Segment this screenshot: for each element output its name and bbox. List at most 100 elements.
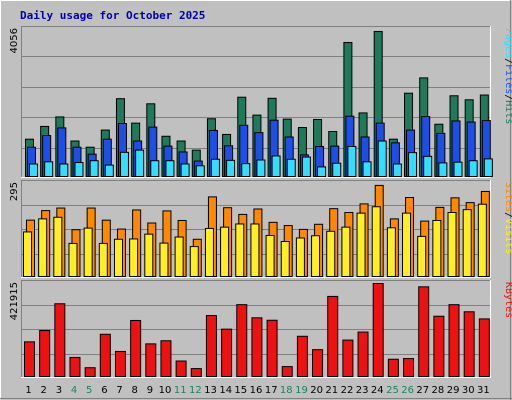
bar-pages xyxy=(347,145,357,178)
bar-pages xyxy=(119,151,129,177)
legend: Pages/Files/Hits xyxy=(503,28,512,124)
bar-pages xyxy=(271,155,281,178)
max-value-label: 4056 xyxy=(9,28,20,53)
bar-kbytes xyxy=(418,286,430,377)
bar-pages xyxy=(89,160,99,178)
bar-kbytes xyxy=(205,315,217,377)
panel-pages-files-hits: 4056 Pages/Files/Hits xyxy=(9,26,512,178)
bar-kbytes xyxy=(342,339,354,377)
x-tick-label: 19 xyxy=(295,385,308,396)
bar-kbytes xyxy=(221,328,233,378)
x-tick-label: 28 xyxy=(432,385,445,396)
legend: Sites/Visits xyxy=(503,182,512,254)
legend-separator: / xyxy=(503,94,512,100)
bar-pages xyxy=(453,161,463,178)
bar-kbytes xyxy=(448,304,460,377)
x-tick-label: 22 xyxy=(341,385,354,396)
bar-kbytes xyxy=(251,317,263,377)
panel-sites-visits: 295 Sites/Visits xyxy=(9,180,512,278)
chart-title: Daily usage for October 2025 xyxy=(20,9,205,22)
x-tick-label: 24 xyxy=(371,385,384,396)
bar-kbytes xyxy=(145,343,157,377)
bar-kbytes xyxy=(54,303,66,377)
bar-pages xyxy=(210,158,220,177)
bar-kbytes xyxy=(312,349,324,377)
bar-kbytes xyxy=(39,329,51,378)
bar-kbytes xyxy=(266,319,278,378)
bar-pages xyxy=(59,163,69,177)
x-tick-label: 10 xyxy=(159,385,172,396)
bar-pages xyxy=(29,163,38,177)
bar-kbytes xyxy=(160,340,172,378)
x-tick-label: 4 xyxy=(71,385,77,396)
bar-visits xyxy=(83,227,93,277)
bar-pages xyxy=(408,152,418,178)
bar-pages xyxy=(44,161,54,177)
bar-visits xyxy=(38,218,48,277)
x-tick-label: 2 xyxy=(41,385,47,396)
bar-pages xyxy=(74,162,84,177)
legend: KBytes xyxy=(503,282,512,318)
bar-visits xyxy=(356,212,366,277)
bar-pages xyxy=(165,160,175,178)
legend-kbytes: KBytes xyxy=(503,282,512,318)
x-axis: 1 2 3 4 5 6 7 8 9 10 11 12 13 14 15 16 17 18 19 20 21 22 23 24 2… xyxy=(25,385,489,396)
max-value-label: 295 xyxy=(9,182,20,201)
x-tick-label: 26 xyxy=(401,385,414,396)
legend-sites: Sites xyxy=(503,182,512,212)
x-tick-label: 21 xyxy=(325,385,338,396)
x-tick-label: 12 xyxy=(189,385,202,396)
bar-visits xyxy=(402,212,412,277)
bar-visits xyxy=(371,206,381,277)
bar-pages xyxy=(468,160,478,178)
x-tick-label: 17 xyxy=(265,385,278,396)
bar-visits xyxy=(220,226,230,277)
bar-kbytes xyxy=(478,318,490,378)
bar-visits xyxy=(204,227,214,278)
bar-pages xyxy=(377,140,387,177)
bar-pages xyxy=(241,163,251,178)
legend-hits: Hits xyxy=(503,100,512,124)
x-tick-label: 16 xyxy=(250,385,263,396)
x-tick-label: 29 xyxy=(447,385,460,396)
x-tick-label: 1 xyxy=(25,385,31,396)
bar-visits xyxy=(417,235,427,277)
bar-visits xyxy=(447,211,457,277)
legend-separator: / xyxy=(503,212,512,218)
panel-kbytes: 421915 KBytes xyxy=(9,280,512,378)
bar-visits xyxy=(189,246,199,277)
bar-kbytes xyxy=(327,295,339,378)
bar-visits xyxy=(311,235,321,278)
bar-pages xyxy=(180,163,190,177)
x-tick-label: 31 xyxy=(477,385,490,396)
bar-kbytes xyxy=(99,333,111,377)
bar-visits xyxy=(386,227,396,277)
bar-kbytes xyxy=(69,356,81,378)
bar-visits xyxy=(53,216,63,278)
x-tick-label: 9 xyxy=(147,385,153,396)
bar-kbytes xyxy=(372,283,384,377)
x-tick-label: 15 xyxy=(234,385,247,396)
bar-visits xyxy=(144,233,154,278)
bar-visits xyxy=(250,223,260,278)
bar-kbytes xyxy=(357,331,369,377)
x-tick-label: 11 xyxy=(174,385,187,396)
x-tick-label: 13 xyxy=(204,385,217,396)
bar-kbytes xyxy=(463,311,475,377)
bar-pages xyxy=(286,158,296,177)
bar-pages xyxy=(135,149,145,177)
x-tick-label: 3 xyxy=(56,385,62,396)
bar-pages xyxy=(195,165,205,177)
bar-visits xyxy=(129,238,139,277)
bar-pages xyxy=(423,155,433,177)
x-tick-label: 23 xyxy=(356,385,369,396)
x-tick-label: 30 xyxy=(462,385,475,396)
bar-kbytes xyxy=(281,366,293,377)
x-tick-label: 6 xyxy=(101,385,107,396)
x-tick-label: 7 xyxy=(116,385,122,396)
bar-kbytes xyxy=(24,341,35,377)
bar-visits xyxy=(432,219,442,277)
bar-visits xyxy=(174,236,184,277)
bar-kbytes xyxy=(387,358,399,378)
